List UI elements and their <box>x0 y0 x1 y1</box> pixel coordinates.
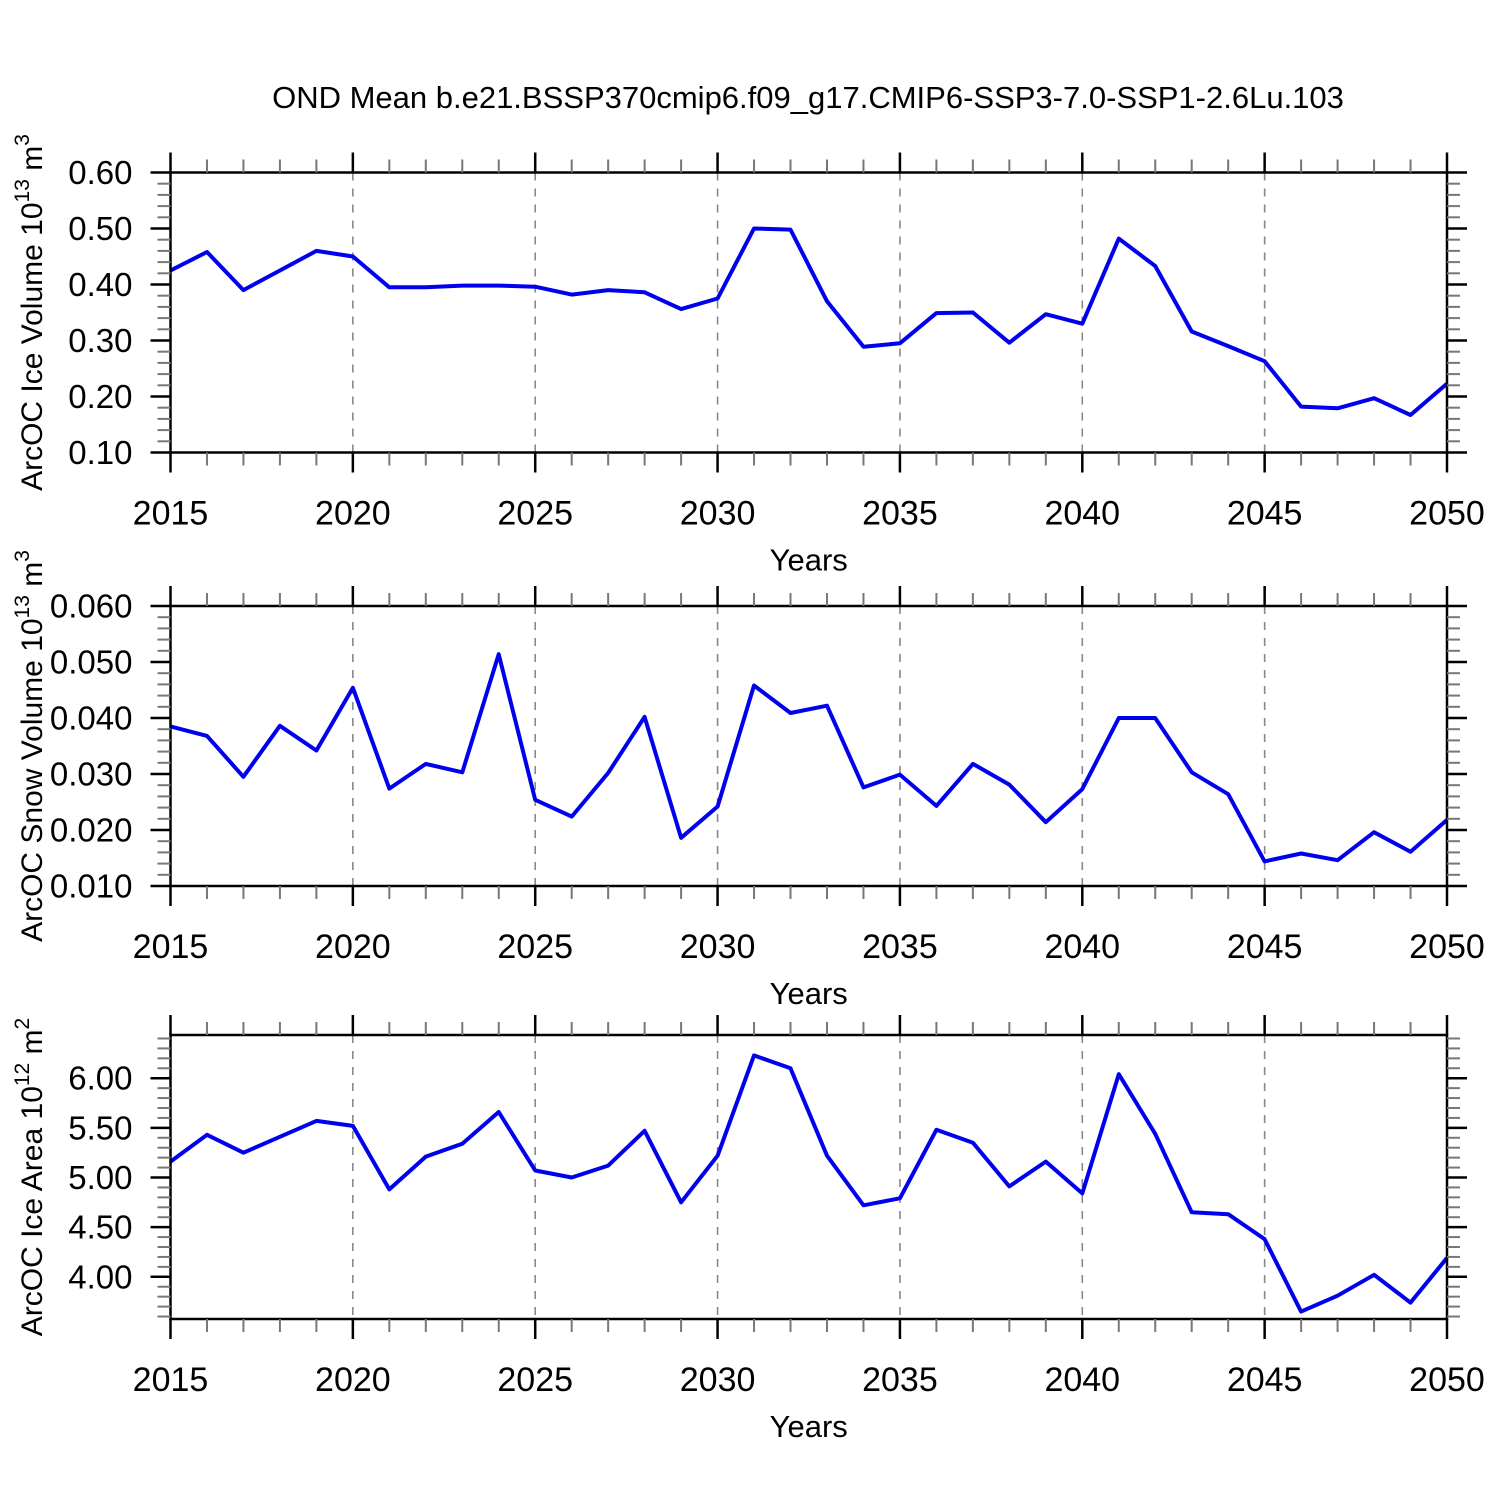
x-tick-label: 2040 <box>1044 495 1120 533</box>
x-tick-label: 2035 <box>862 495 938 533</box>
y-tick-label: 0.040 <box>50 700 133 737</box>
plot-frame <box>169 171 1449 454</box>
y-axis-ticks <box>150 604 1467 888</box>
y-tick-label: 0.30 <box>68 322 132 359</box>
y-axis-title-text: ArcOC Ice Volume 10 <box>16 202 49 490</box>
x-tick-label: 2035 <box>862 928 938 966</box>
y-axis-title-sup: 13 <box>11 179 34 202</box>
x-tick-labels: 2015 2020 2025 2030 2035 2040 2045 2050 <box>133 1361 1485 1399</box>
y-axis-title-text: ArcOC Ice Area 10 <box>16 1086 49 1336</box>
x-tick-label: 2020 <box>315 1361 391 1399</box>
y-axis-title-sup: 12 <box>11 1063 34 1086</box>
x-tick-label: 2040 <box>1044 928 1120 966</box>
y-axis-title-sup: 2 <box>11 1018 34 1030</box>
x-tick-label: 2015 <box>133 928 209 966</box>
x-axis-title: Years <box>770 976 848 1011</box>
y-tick-label: 4.00 <box>68 1258 132 1295</box>
x-tick-label: 2020 <box>315 928 391 966</box>
x-tick-label: 2040 <box>1044 1361 1120 1399</box>
x-tick-label: 2025 <box>497 495 573 533</box>
x-tick-labels: 2015 2020 2025 2030 2035 2040 2045 2050 <box>133 495 1485 533</box>
plot-frame <box>169 604 1449 888</box>
arcoc-ice-volume-line <box>169 226 1449 417</box>
y-axis-title: ArcOC Ice Area 1012 m2 <box>11 1018 49 1336</box>
x-tick-label: 2045 <box>1227 495 1303 533</box>
x-tick-label: 2015 <box>133 495 209 533</box>
y-tick-labels: 0.10 0.20 0.30 0.40 0.50 0.60 <box>68 154 132 471</box>
x-tick-label: 2045 <box>1227 1361 1303 1399</box>
y-tick-label: 4.50 <box>68 1209 132 1246</box>
y-axis-title-text: ArcOC Snow Volume 10 <box>16 618 49 941</box>
y-tick-label: 0.010 <box>50 868 133 905</box>
arcoc-snow-volume-line <box>169 652 1449 864</box>
x-tick-label: 2050 <box>1409 495 1485 533</box>
y-tick-labels: 0.010 0.020 0.030 0.040 0.050 0.060 <box>50 588 133 905</box>
y-tick-label: 0.050 <box>50 644 133 681</box>
x-tick-label: 2015 <box>133 1361 209 1399</box>
y-tick-label: 0.50 <box>68 210 132 247</box>
y-tick-label: 0.060 <box>50 588 133 625</box>
y-tick-label: 0.020 <box>50 812 133 849</box>
x-gridlines <box>352 1035 1266 1319</box>
y-axis-title: ArcOC Ice Volume 1013 m3 <box>11 134 49 491</box>
x-axis-ticks <box>169 1015 1449 1339</box>
plot-frame <box>169 1033 1449 1321</box>
x-axis-title: Years <box>770 543 848 578</box>
x-axis-ticks <box>169 152 1449 473</box>
x-axis-ticks <box>169 586 1449 906</box>
panel-arcoc-ice-volume: 0.10 0.20 0.30 0.40 0.50 0.60 2015 2020 2025 2030… <box>11 134 1485 577</box>
x-axis-title: Years <box>770 1409 848 1444</box>
x-tick-label: 2025 <box>497 1361 573 1399</box>
y-axis-title-sup: 13 <box>11 595 34 618</box>
y-axis-title-text: m <box>16 1029 49 1062</box>
y-tick-label: 5.00 <box>68 1159 132 1196</box>
x-tick-label: 2035 <box>862 1361 938 1399</box>
y-axis-title-sup: 3 <box>11 550 34 562</box>
panels-group: 0.10 0.20 0.30 0.40 0.50 0.60 2015 2020 2025 2030… <box>11 134 1485 1444</box>
y-axis-ticks <box>150 1037 1467 1318</box>
y-axis-title-text: m <box>16 562 49 595</box>
x-gridlines <box>352 172 1266 453</box>
y-axis-title: ArcOC Snow Volume 1013 m3 <box>11 550 49 942</box>
x-tick-label: 2025 <box>497 928 573 966</box>
y-axis-title-sup: 3 <box>11 134 34 146</box>
panel-arcoc-ice-area: 4.00 4.50 5.00 5.50 6.00 2015 2020 2025 2030 2035… <box>11 1015 1485 1444</box>
y-tick-label: 0.030 <box>50 756 133 793</box>
y-tick-label: 0.40 <box>68 266 132 303</box>
y-tick-label: 0.60 <box>68 154 132 191</box>
y-tick-labels: 4.00 4.50 5.00 5.50 6.00 <box>68 1060 132 1296</box>
y-tick-label: 0.20 <box>68 378 132 415</box>
y-axis-ticks <box>150 171 1467 454</box>
y-tick-label: 6.00 <box>68 1060 132 1097</box>
x-tick-label: 2020 <box>315 495 391 533</box>
x-tick-label: 2050 <box>1409 928 1485 966</box>
x-tick-label: 2050 <box>1409 1361 1485 1399</box>
x-gridlines <box>352 606 1266 886</box>
x-tick-label: 2030 <box>680 495 756 533</box>
x-tick-label: 2030 <box>680 928 756 966</box>
x-tick-label: 2030 <box>680 1361 756 1399</box>
chart-title: OND Mean b.e21.BSSP370cmip6.f09_g17.CMIP… <box>272 80 1344 115</box>
y-tick-label: 5.50 <box>68 1109 132 1146</box>
x-tick-label: 2045 <box>1227 928 1303 966</box>
y-axis-title-text: m <box>16 146 49 179</box>
arcoc-ice-area-line <box>169 1053 1449 1314</box>
y-tick-label: 0.10 <box>68 434 132 471</box>
x-tick-labels: 2015 2020 2025 2030 2035 2040 2045 2050 <box>133 928 1485 966</box>
